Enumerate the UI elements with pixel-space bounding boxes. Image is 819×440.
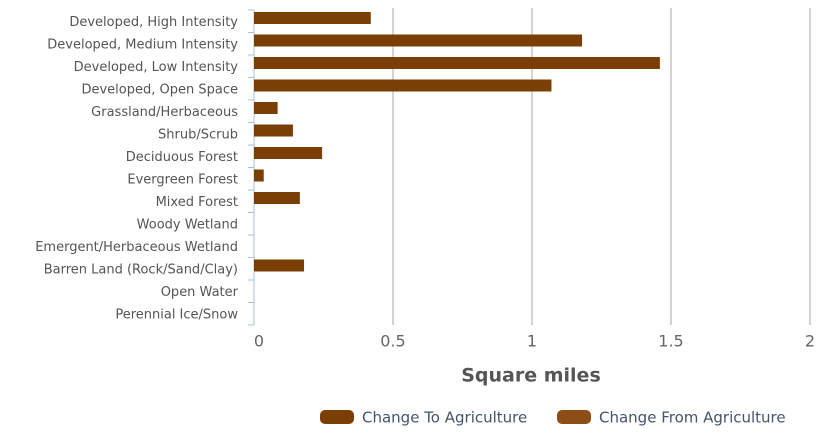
y-tick-label: Woody Wetland bbox=[137, 217, 238, 232]
bar bbox=[254, 169, 264, 182]
bar bbox=[254, 124, 293, 137]
y-tick-label: Grassland/Herbaceous bbox=[91, 105, 238, 120]
legend-label: Change To Agriculture bbox=[362, 409, 527, 427]
y-tick-label: Mixed Forest bbox=[156, 195, 238, 210]
bar bbox=[254, 259, 305, 272]
y-tick-label: Deciduous Forest bbox=[126, 150, 238, 165]
legend-swatch bbox=[557, 410, 591, 424]
y-tick-label: Open Water bbox=[161, 285, 239, 300]
legend-label: Change From Agriculture bbox=[599, 409, 786, 427]
x-tick-label: 2 bbox=[805, 332, 815, 351]
y-tick-label: Developed, Open Space bbox=[81, 82, 238, 97]
y-tick-label: Emergent/Herbaceous Wetland bbox=[35, 240, 238, 255]
x-tick-label: 1.5 bbox=[658, 332, 683, 351]
bar bbox=[254, 79, 552, 92]
y-tick-label: Developed, Medium Intensity bbox=[47, 37, 238, 52]
bar bbox=[254, 192, 300, 204]
bar bbox=[254, 34, 583, 47]
x-tick-label: 1 bbox=[527, 332, 537, 351]
bar bbox=[254, 147, 323, 159]
y-tick-label: Developed, Low Intensity bbox=[74, 60, 239, 75]
bar bbox=[254, 12, 371, 24]
y-tick-label: Barren Land (Rock/Sand/Clay) bbox=[44, 262, 238, 277]
x-tick-label: 0 bbox=[254, 332, 264, 351]
legend-swatch bbox=[320, 410, 354, 424]
y-tick-label: Shrub/Scrub bbox=[158, 127, 238, 142]
y-tick-label: Evergreen Forest bbox=[127, 172, 238, 187]
bar bbox=[254, 57, 660, 69]
y-tick-label: Perennial Ice/Snow bbox=[115, 307, 238, 322]
x-axis-title: Square miles bbox=[461, 365, 601, 387]
x-tick-label: 0.5 bbox=[380, 332, 405, 351]
bar bbox=[254, 102, 278, 114]
y-tick-label: Developed, High Intensity bbox=[69, 15, 238, 30]
